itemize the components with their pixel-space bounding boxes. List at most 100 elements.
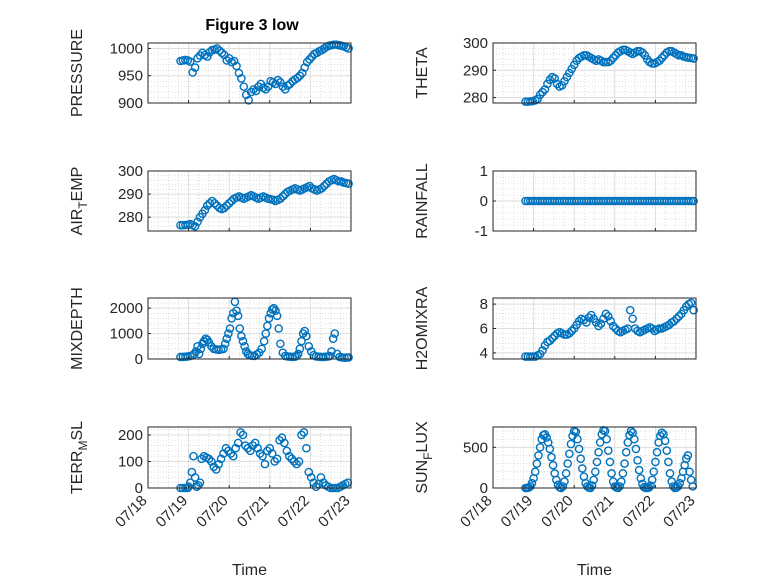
- y-axis-label: SUNFLUX: [414, 421, 435, 494]
- subplot-pressure: 900 950 1000 PRESSURE: [69, 29, 353, 117]
- subplot-h2omixra: 4 6 8 H2OMIXRA: [414, 286, 698, 370]
- data-point: [574, 444, 584, 454]
- data-point: [552, 475, 561, 485]
- data-point: [316, 473, 326, 482]
- data-point: [251, 86, 261, 96]
- data-point: [528, 352, 538, 361]
- y-tick-label: -1: [475, 223, 488, 240]
- data-point: [566, 439, 576, 449]
- data-point: [530, 467, 540, 477]
- data-point: [674, 311, 684, 321]
- data-point: [285, 79, 295, 89]
- data-point: [578, 464, 587, 473]
- data-point: [240, 341, 249, 351]
- data-point: [294, 457, 304, 466]
- data-point: [542, 433, 551, 442]
- data-point: [252, 350, 262, 359]
- data-point: [561, 469, 571, 478]
- data-point: [589, 475, 598, 485]
- data-point: [591, 467, 600, 477]
- data-point: [190, 222, 200, 231]
- y-tick-label: 8: [480, 296, 488, 313]
- data-point: [270, 457, 279, 466]
- y-axis-label: MIXDEPTH: [69, 287, 86, 370]
- data-point: [686, 196, 696, 206]
- data-point: [305, 55, 314, 64]
- data-point: [236, 428, 245, 437]
- x-axis-label: Time: [577, 562, 612, 579]
- data-point: [184, 482, 193, 491]
- data-point: [265, 443, 275, 453]
- y-tick-label: 1000: [110, 326, 143, 343]
- data-point: [302, 331, 311, 341]
- data-point: [576, 454, 585, 464]
- data-point: [297, 336, 306, 346]
- data-point: [261, 329, 271, 338]
- data-point: [238, 430, 248, 440]
- data-point: [274, 324, 284, 333]
- y-tick-label: 900: [118, 95, 143, 112]
- data-point: [620, 459, 629, 468]
- data-point: [238, 336, 248, 346]
- y-tick-label: 300: [118, 163, 143, 180]
- data-point: [311, 482, 321, 491]
- data-point: [633, 46, 642, 56]
- axes-box: [147, 42, 352, 104]
- data-point: [233, 311, 243, 321]
- data-point: [273, 75, 283, 85]
- data-point: [558, 482, 568, 491]
- data-point: [292, 351, 301, 361]
- data-point: [594, 321, 603, 331]
- data-point: [601, 309, 611, 319]
- data-point: [275, 435, 284, 445]
- data-point: [647, 59, 657, 68]
- y-tick-label: 500: [463, 439, 488, 456]
- data-point: [649, 467, 659, 477]
- data-point: [277, 433, 287, 442]
- data-point: [246, 87, 256, 97]
- data-point: [545, 336, 555, 346]
- data-point: [618, 469, 628, 478]
- data-point: [280, 438, 289, 448]
- subplot-air_temp: 280 290 300 AIRTEMP: [69, 163, 353, 235]
- data-point: [601, 57, 611, 67]
- data-point: [224, 329, 233, 338]
- data-point: [565, 449, 574, 459]
- data-point: [534, 451, 543, 460]
- data-point: [646, 481, 655, 490]
- data-point: [628, 314, 637, 324]
- y-tick-label: 290: [118, 186, 143, 203]
- y-axis-label: PRESSURE: [69, 29, 86, 117]
- data-point: [204, 454, 214, 464]
- data-point: [193, 217, 202, 227]
- data-point: [276, 339, 285, 349]
- data-point: [293, 73, 302, 83]
- data-point: [582, 318, 591, 327]
- data-point: [297, 68, 307, 78]
- data-point: [606, 56, 616, 66]
- data-point: [652, 447, 662, 457]
- data-point: [552, 79, 562, 89]
- data-point: [579, 315, 589, 325]
- data-point: [234, 68, 244, 78]
- data-point: [689, 305, 698, 315]
- data-point: [297, 430, 306, 440]
- data-point: [264, 314, 274, 323]
- data-point: [258, 451, 267, 461]
- y-tick-label: 2000: [110, 300, 143, 317]
- data-point: [560, 477, 569, 486]
- data-point: [672, 314, 681, 324]
- data-point: [207, 457, 216, 466]
- data-point: [535, 443, 545, 452]
- data-point: [629, 434, 639, 444]
- data-point: [615, 482, 624, 491]
- data-point: [257, 344, 266, 354]
- data-point: [538, 346, 547, 355]
- data-point: [248, 441, 258, 450]
- data-point: [665, 469, 675, 478]
- data-point: [689, 196, 698, 206]
- data-point: [263, 446, 272, 456]
- data-point: [302, 443, 311, 453]
- data-point: [190, 63, 200, 72]
